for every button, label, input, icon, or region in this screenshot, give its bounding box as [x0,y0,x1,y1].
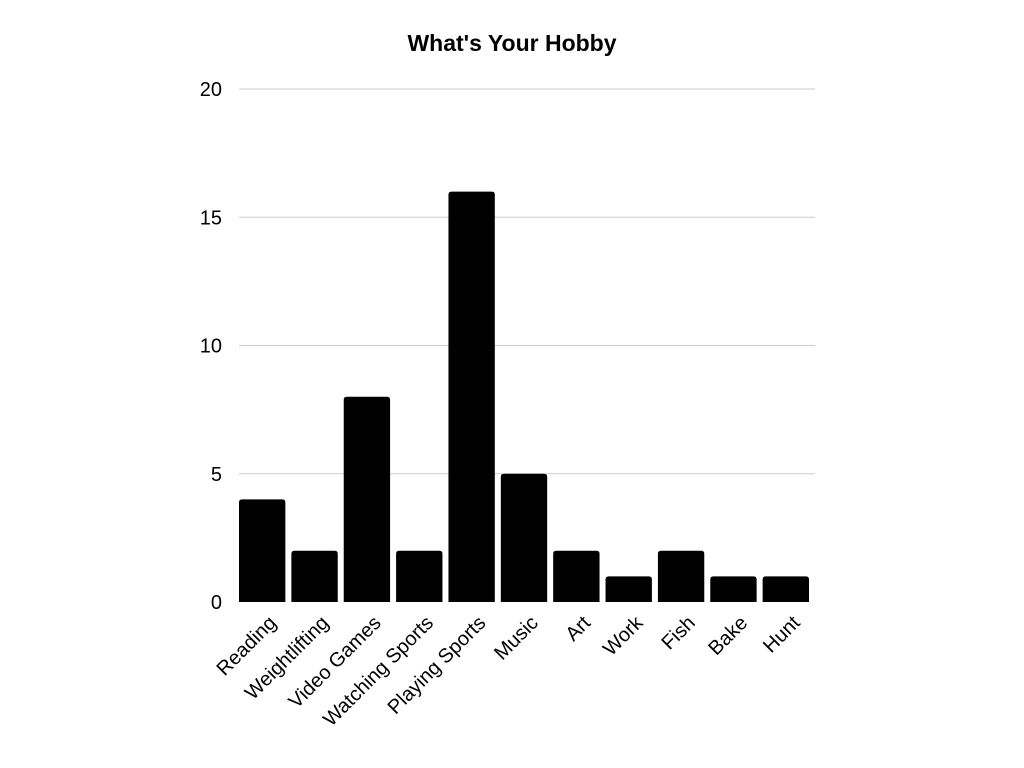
x-tick-label: Work [599,611,648,660]
y-tick-label: 15 [200,207,222,229]
bar-work [605,576,652,602]
x-tick-label: Music [490,612,542,664]
y-tick-label: 0 [211,592,222,614]
bar-weightlifting [291,550,338,602]
y-tick-label: 5 [211,464,222,486]
y-tick-label: 20 [200,79,222,101]
bar-art [553,550,600,602]
bar-video-games [343,396,391,602]
bar-bake [710,576,757,602]
bar-playing-sports [448,191,495,602]
bar-watching-sports [396,550,443,602]
gridlines [239,88,815,475]
x-tick-label: Fish [658,612,700,654]
bar-music [500,473,548,602]
x-tick-label: Hunt [759,612,805,658]
y-axis-ticks: 0 5 10 15 20 [200,79,222,614]
chart-title: What's Your Hobby [407,30,616,56]
bar-fish [657,550,705,602]
bar-hunt [762,576,809,602]
x-tick-label: Video Games [285,612,386,713]
x-tick-label: Bake [704,612,752,660]
y-tick-label: 10 [200,336,222,358]
x-tick-label: Art [561,612,595,646]
bars [239,191,809,602]
bar-reading [239,499,286,602]
